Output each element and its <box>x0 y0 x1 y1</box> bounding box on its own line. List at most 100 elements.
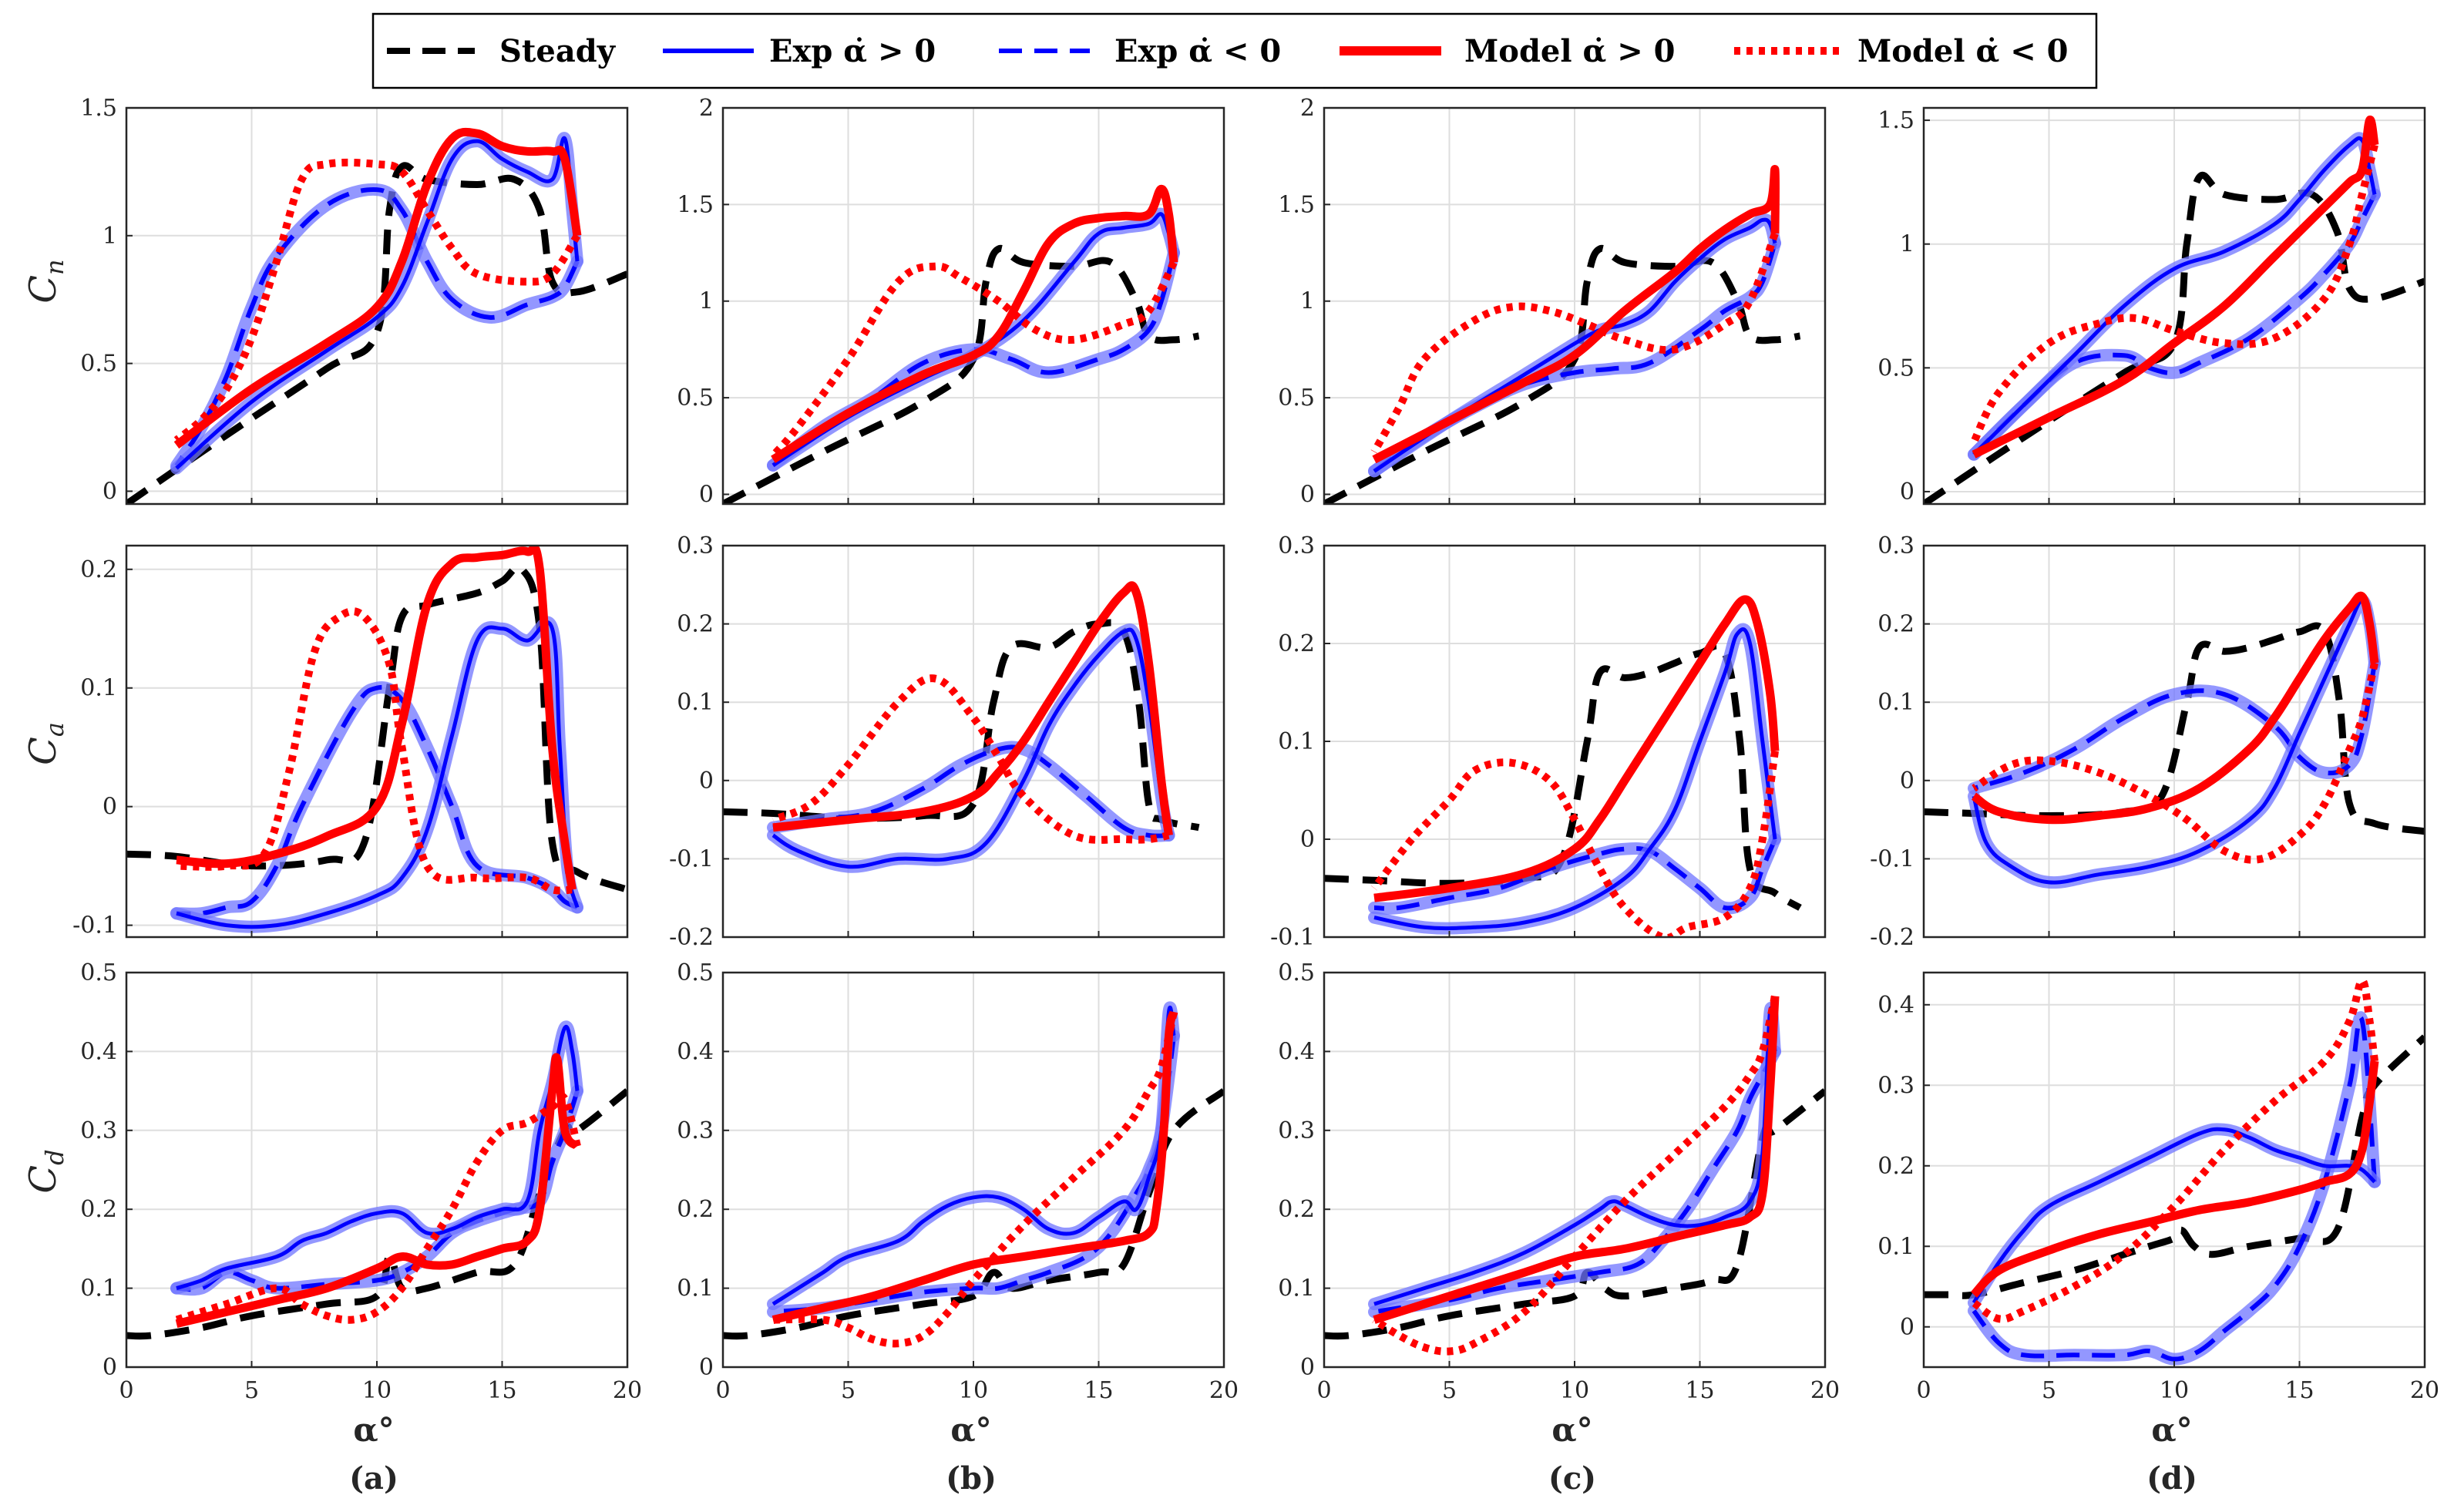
y-tick-label: 0.3 <box>677 1117 714 1144</box>
series-model-up <box>1372 165 1780 464</box>
y-tick-label: 0.5 <box>1278 959 1315 986</box>
y-tick-label: -0.1 <box>1270 924 1315 951</box>
legend-label: Exp α̇ > 0 <box>769 33 936 69</box>
legend-entry-model-down: Model α̇ < 0 <box>1734 33 2068 69</box>
subplots: 00.511.500.511.5200.511.5200.511.5-0.100… <box>72 95 2439 1404</box>
subplot-ca-b: -0.2 -0.1 0 0.1 0.2 0.3 <box>669 533 1225 951</box>
series-exp-down <box>1373 838 1777 911</box>
y-tick-label: 0 <box>1900 1314 1914 1341</box>
subplot-cd-c: 0 0.1 0.2 0.3 0.4 0.5 0 5 10 15 20 <box>1278 959 1840 1404</box>
y-tick-label: 0.5 <box>1278 385 1315 412</box>
series-group <box>1324 995 1825 1356</box>
subplot-cd-d: 0 0.1 0.2 0.3 0.4 0 5 10 15 20 <box>1877 971 2439 1404</box>
y-tick-label: 0 <box>1900 768 1914 795</box>
y-tick-label: 0 <box>103 794 117 821</box>
y-tick-label: 0.3 <box>677 533 714 559</box>
y-tick-label: 0.5 <box>80 351 117 378</box>
y-tick-label: 0 <box>1300 481 1315 508</box>
y-tick-label: -0.2 <box>1870 924 1914 951</box>
y-tick-label: 0.2 <box>1278 1196 1315 1223</box>
y-tick-label: 0.4 <box>80 1038 117 1065</box>
y-tick-label: 0.2 <box>80 556 117 583</box>
x-tick-label: 10 <box>1560 1377 1589 1404</box>
y-tick-label: 0.1 <box>1877 689 1914 716</box>
legend: Steady Exp α̇ > 0 Exp α̇ < 0 Model α̇ > … <box>371 12 2098 89</box>
y-tick-label: 0.4 <box>1877 992 1914 1019</box>
ylabel-cd: Cd <box>22 1149 69 1193</box>
series-model-up <box>173 127 582 449</box>
series-model-up <box>771 184 1178 463</box>
x-tick-label: 20 <box>1810 1377 1840 1404</box>
y-tick-label: 0.1 <box>80 1275 117 1302</box>
y-tick-label: 0.3 <box>1278 1117 1315 1144</box>
panel-label-b: (b) <box>946 1460 997 1497</box>
series-exp-up <box>1373 217 1777 473</box>
y-tick-label: 0.1 <box>677 1275 714 1302</box>
series-exp-up <box>1972 598 2377 885</box>
series-model-down <box>1970 143 2378 444</box>
series-group <box>723 184 1200 504</box>
series-group <box>126 1020 627 1340</box>
y-tick-label: 2 <box>699 95 714 122</box>
x-tick-label: 10 <box>362 1377 392 1404</box>
series-group <box>1924 976 2425 1366</box>
series-model-up <box>1373 996 1780 1324</box>
y-tick-label: 1 <box>699 288 714 315</box>
y-tick-label: -0.2 <box>669 924 714 951</box>
legend-label: Model α̇ < 0 <box>1857 33 2068 69</box>
legend-entry-exp-up: Exp α̇ > 0 <box>663 33 936 69</box>
y-tick-label: 0.5 <box>1877 354 1914 381</box>
y-tick-label: 1 <box>103 223 117 250</box>
series-group <box>1924 116 2425 504</box>
y-tick-label: 0.5 <box>80 959 117 986</box>
x-tick-label: 5 <box>841 1377 856 1404</box>
subplot-cd-b: 0 0.1 0.2 0.3 0.4 0.5 0 5 10 15 20 <box>677 959 1239 1404</box>
ylabel-cn: Cn <box>22 259 69 303</box>
legend-entry-exp-down: Exp α̇ < 0 <box>999 33 1281 69</box>
series-model-down <box>1371 751 1779 937</box>
xlabel-b: α° <box>950 1411 991 1449</box>
series-model-up <box>175 1053 581 1329</box>
x-tick-label: 20 <box>613 1377 642 1404</box>
series-model-down <box>772 1011 1178 1348</box>
legend-label: Steady <box>499 33 617 69</box>
y-tick-label: -0.1 <box>72 912 117 939</box>
series-group <box>1324 165 1801 504</box>
legend-label: Model α̇ > 0 <box>1464 33 1675 69</box>
series-exp-down <box>1972 1015 2377 1362</box>
subplot-ca-a: -0.1 0 0.1 0.2 <box>72 544 629 939</box>
series-group <box>723 1001 1224 1348</box>
y-tick-label: 0.4 <box>1278 1038 1315 1065</box>
series-exp-down <box>772 744 1169 838</box>
y-tick-label: 0 <box>699 1354 714 1381</box>
series-model-down <box>175 1092 581 1324</box>
y-tick-label: 0 <box>1300 1354 1315 1381</box>
series-group <box>1924 591 2425 889</box>
x-tick-label: 15 <box>487 1377 516 1404</box>
x-tick-label: 20 <box>2410 1377 2439 1404</box>
y-tick-label: 0 <box>1300 826 1315 853</box>
subplot-ca-c: -0.1 0 0.1 0.2 0.3 <box>1270 533 1827 951</box>
series-steady <box>1324 244 1801 504</box>
subplot-cd-a: 0 0.1 0.2 0.3 0.4 0.5 0 5 10 15 20 <box>80 959 642 1404</box>
y-tick-label: 1 <box>1900 231 1914 258</box>
y-tick-label: 0.4 <box>677 1038 714 1065</box>
y-tick-label: 0.3 <box>1877 533 1914 559</box>
series-model-up <box>1972 116 2379 459</box>
panel-label-a: (a) <box>349 1460 398 1497</box>
x-tick-label: 5 <box>244 1377 259 1404</box>
y-tick-label: 1.5 <box>1877 107 1914 134</box>
series-exp-up <box>771 1006 1176 1306</box>
y-tick-label: 0 <box>103 478 117 505</box>
panel-label-c: (c) <box>1548 1460 1596 1497</box>
series-model-up <box>1373 595 1780 902</box>
y-tick-label: 0 <box>1900 479 1914 506</box>
y-tick-label: 0.3 <box>1278 533 1315 559</box>
x-tick-label: 10 <box>959 1377 988 1404</box>
series-group <box>1324 595 1802 937</box>
series-exp-up <box>175 136 580 470</box>
x-tick-label: 5 <box>2042 1377 2056 1404</box>
series-steady <box>1324 1088 1825 1340</box>
series-model-up <box>772 581 1173 836</box>
